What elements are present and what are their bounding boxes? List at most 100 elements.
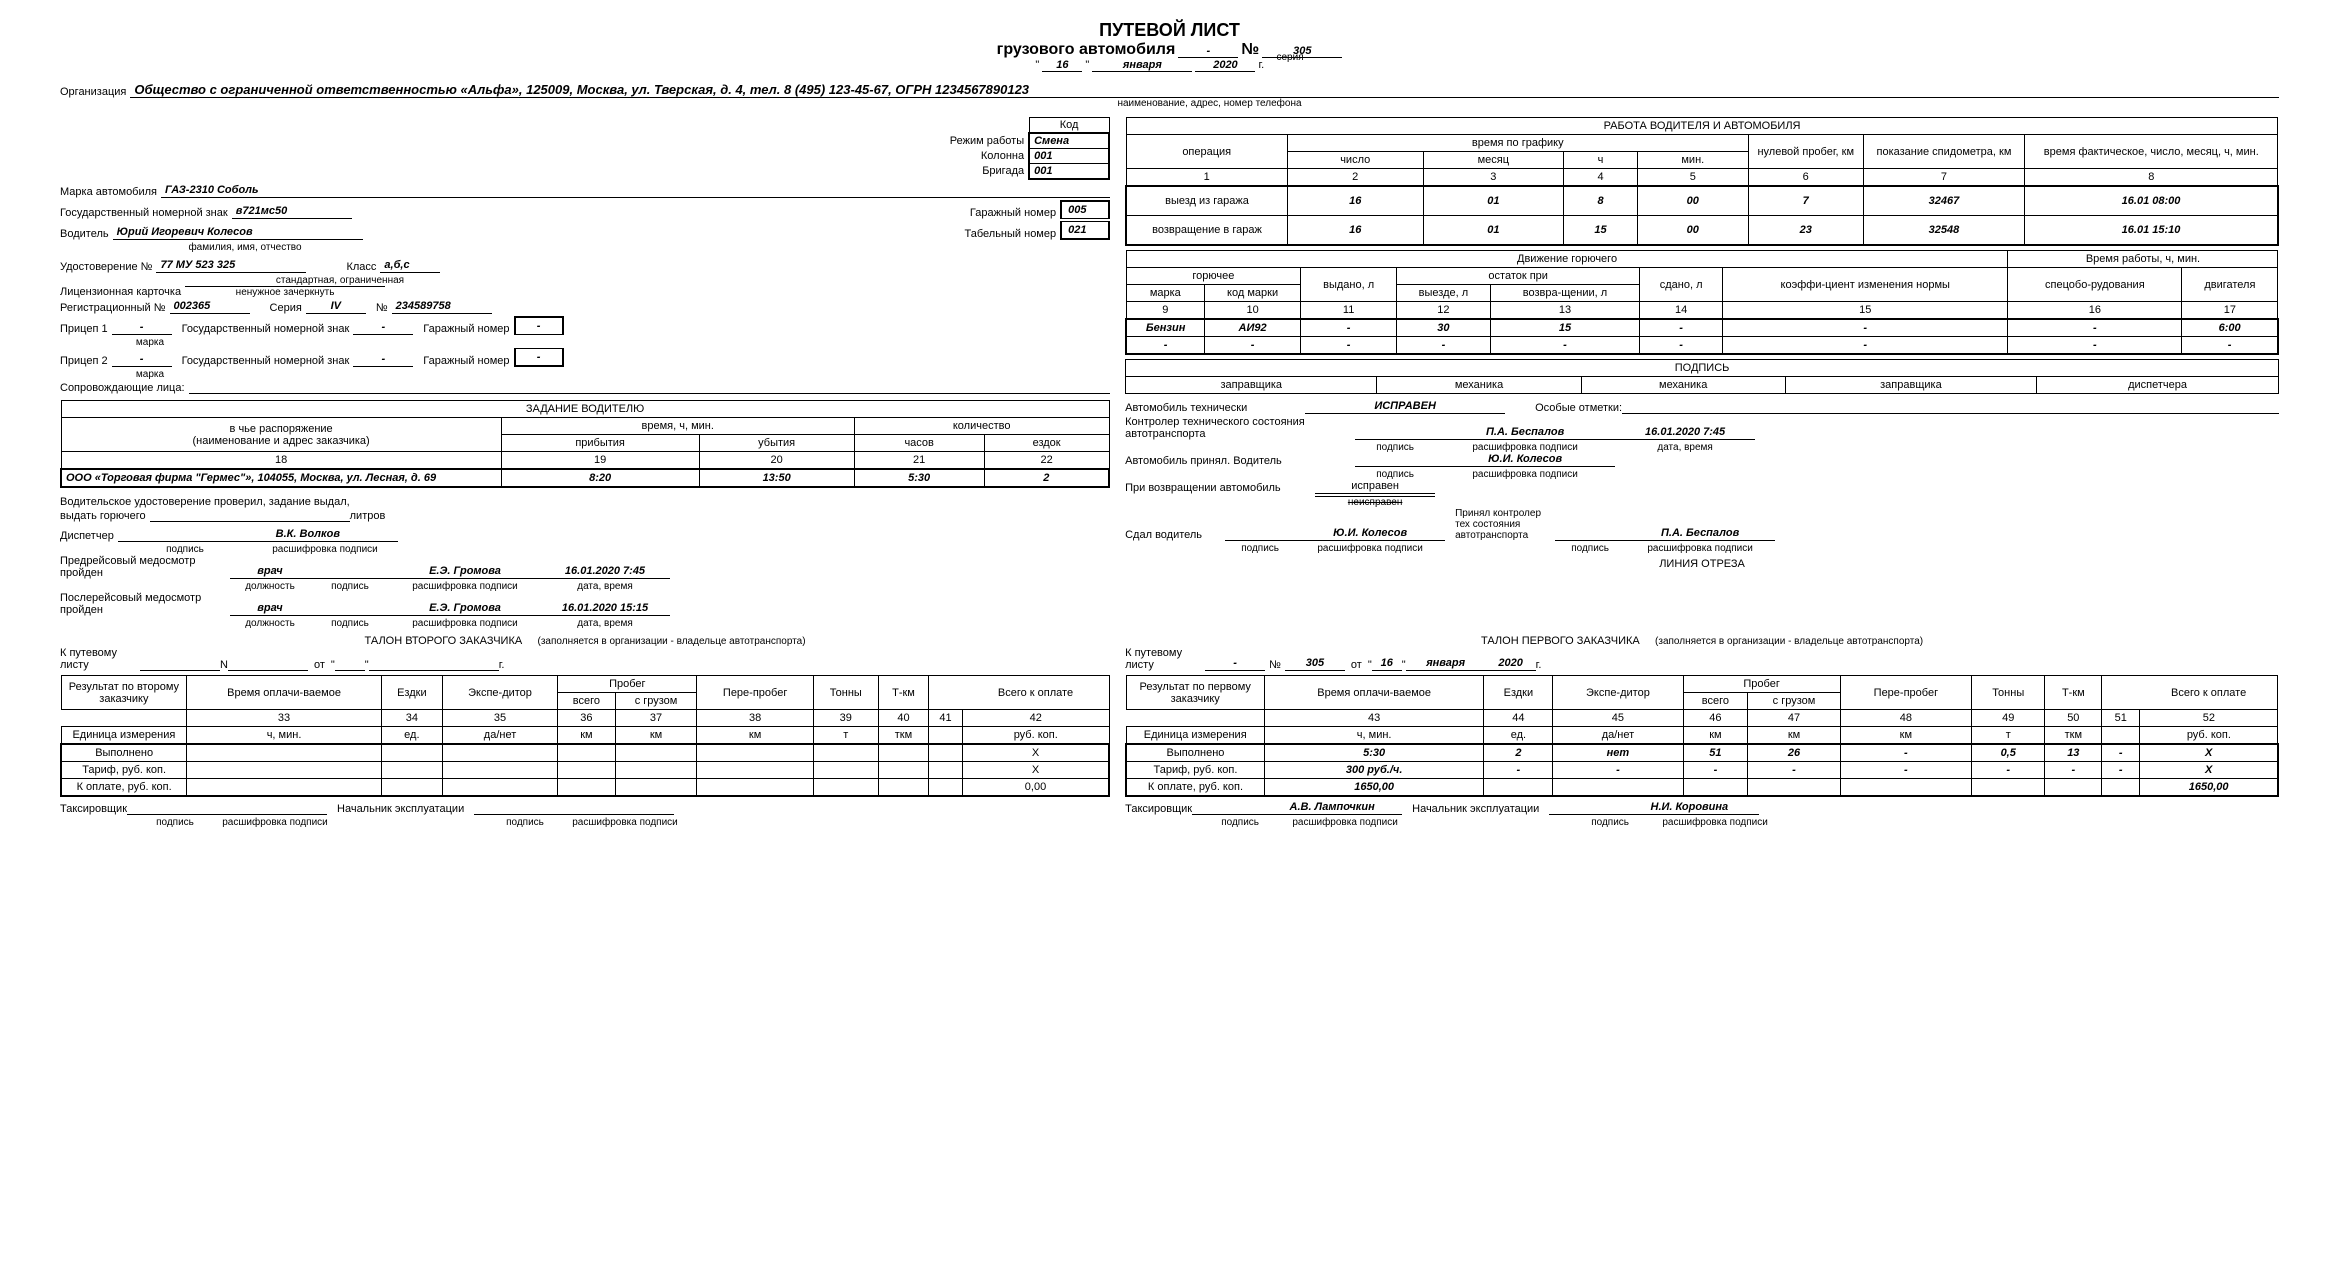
c1-p-val: 1650,00 [1264,779,1484,797]
work-c7: 7 [1863,169,2024,187]
fuel-r-code: АИ92 [1205,319,1301,337]
c1-month: января [1406,657,1486,671]
controller-date: 16.01.2020 7:45 [1615,426,1755,440]
post-name-label: расшифровка подписи [390,618,540,629]
c1-tariff: Тариф, руб. коп. [1126,762,1264,779]
num-label: № [1241,41,1259,58]
c2-t-name-label: расшифровка подписи [210,817,340,828]
task-r-dep: 13:50 [699,469,854,487]
trailer1-garage-label: Гаражный номер [423,323,513,335]
c1-op-sig [1549,801,1619,815]
c1-u-rub: руб. коп. [2140,727,2278,745]
c1-numlabel: № [1265,659,1285,671]
c1-op-name: Н.И. Коровина [1619,801,1759,815]
sign-h2: механика [1377,377,1581,394]
c2-done: Выполнено [61,744,187,762]
c1-fill: (заполняется в организации - владельце а… [1655,636,1923,647]
task-arr: прибытия [501,435,699,452]
garage-val: 005 [1060,200,1110,219]
fuel-r2-code: - [1205,337,1301,355]
task-r-whose: ООО «Торговая фирма "Гермес"», 104055, М… [61,469,501,487]
c2-h-tkm: Т-км [878,676,928,710]
trailer2-garage-val: - [514,348,564,367]
c2-year [449,657,499,671]
sign-h5: диспетчера [2037,377,2279,394]
accepted-name: Ю.И. Колесов [1435,453,1615,467]
handed: Сдал водитель [1125,529,1225,541]
trailer2-mark-sub: марка [120,369,180,380]
reg-val: 002365 [170,300,250,314]
post-sig [310,602,390,616]
task-r-trips: 2 [984,469,1109,487]
trailer2-label: Прицеп 2 [60,355,112,367]
brigade-val: 001 [1029,164,1109,180]
c1-u-km3: км [1840,727,1971,745]
c1-u-tkm: ткм [2045,727,2102,745]
c1-day: 16 [1372,657,1402,671]
work-table: РАБОТА ВОДИТЕЛЯ И АВТОМОБИЛЯ операция вр… [1125,117,2279,246]
fuel-c10: 10 [1205,302,1301,320]
fuel-r-brand: Бензин [1126,319,1204,337]
plate-val: в721мс50 [232,205,352,219]
c1-h-trips: Ездки [1484,676,1553,710]
coupon1-table: Результат по первому заказчику Время опл… [1125,675,2279,797]
fuel-r-issued: - [1301,319,1397,337]
post-med: Послерейсовый медосмотр пройден [60,592,230,616]
trailer1-plate-val: - [353,321,413,335]
c1-taxi-name: А.В. Лампочкин [1262,801,1402,815]
c2-u-tkm: ткм [878,727,928,745]
c2-topay-val: 0,00 [962,779,1109,797]
accepted: Автомобиль принял. Водитель [1125,455,1355,467]
ispr2: исправен [1315,480,1435,494]
work-r1-speedo: 32467 [1863,186,2024,216]
tab-label: Табельный номер [965,228,1061,240]
driver-sub: фамилия, имя, отчество [120,242,370,253]
c2-op-name [544,801,674,815]
year-suffix: г. [1259,59,1265,71]
fuel-eng: двигателя [2182,268,2278,302]
trailer1-plate-label: Государственный номерной знак [182,323,354,335]
c1-c49: 49 [1972,710,2045,727]
trailer1-val: - [112,321,172,335]
pre-sig [310,565,390,579]
c1-d-topay: X [2140,744,2278,762]
spec-marks: Особые отметки: [1535,402,1622,414]
cert-val: 77 МУ 523 325 [156,259,306,273]
task-title: ЗАДАНИЕ ВОДИТЕЛЮ [61,401,1109,418]
work-fact: время фактическое, число, месяц, ч, мин. [2025,135,2278,169]
c1-d-trips: 2 [1484,744,1553,762]
c2-ophead: Начальник эксплуатации [327,803,474,815]
c1-u-trips: ед. [1484,727,1553,745]
c1-d-blank: - [2102,744,2140,762]
neispr: неисправен [1315,496,1435,508]
cert-label: Удостоверение № [60,261,156,273]
class-sub2: ненужное зачеркнуть [185,286,385,298]
driver-val: Юрий Игоревич Колесов [113,226,363,240]
sign-h4: заправщика [1785,377,2036,394]
c1-t-sig-label: подпись [1205,817,1275,828]
c2-t-sig-label: подпись [140,817,210,828]
fuel-coef: коэффи-циент изменения нормы [1723,268,2008,302]
ispr: ИСПРАВЕН [1305,400,1505,414]
c2-c40: 40 [878,710,928,727]
c2-u-rub: руб. коп. [962,727,1109,745]
fuel-r-spec: - [2008,319,2182,337]
c1-tosheet: К путевому листу [1125,647,1205,671]
c1-h-cargo: с грузом [1748,693,1840,710]
task-time: время, ч, мин. [501,418,854,435]
fuel-c9: 9 [1126,302,1204,320]
work-r2-hr: 15 [1564,216,1638,246]
fuel-brand: марка [1126,285,1204,302]
task-whose-sub: (наименование и адрес заказчика) [66,435,497,447]
work-r2-min: 00 [1637,216,1748,246]
c2-blank-col [929,676,963,710]
post-sig-label: подпись [310,618,390,629]
c2-n: N [220,659,228,671]
c2-done-x: X [962,744,1109,762]
task-r-hours: 5:30 [854,469,984,487]
c1-u-t: т [1972,727,2045,745]
work-c4: 4 [1564,169,1638,187]
task-hours: часов [854,435,984,452]
c1-t-x: X [2140,762,2278,779]
plate-label: Государственный номерной знак [60,207,232,219]
